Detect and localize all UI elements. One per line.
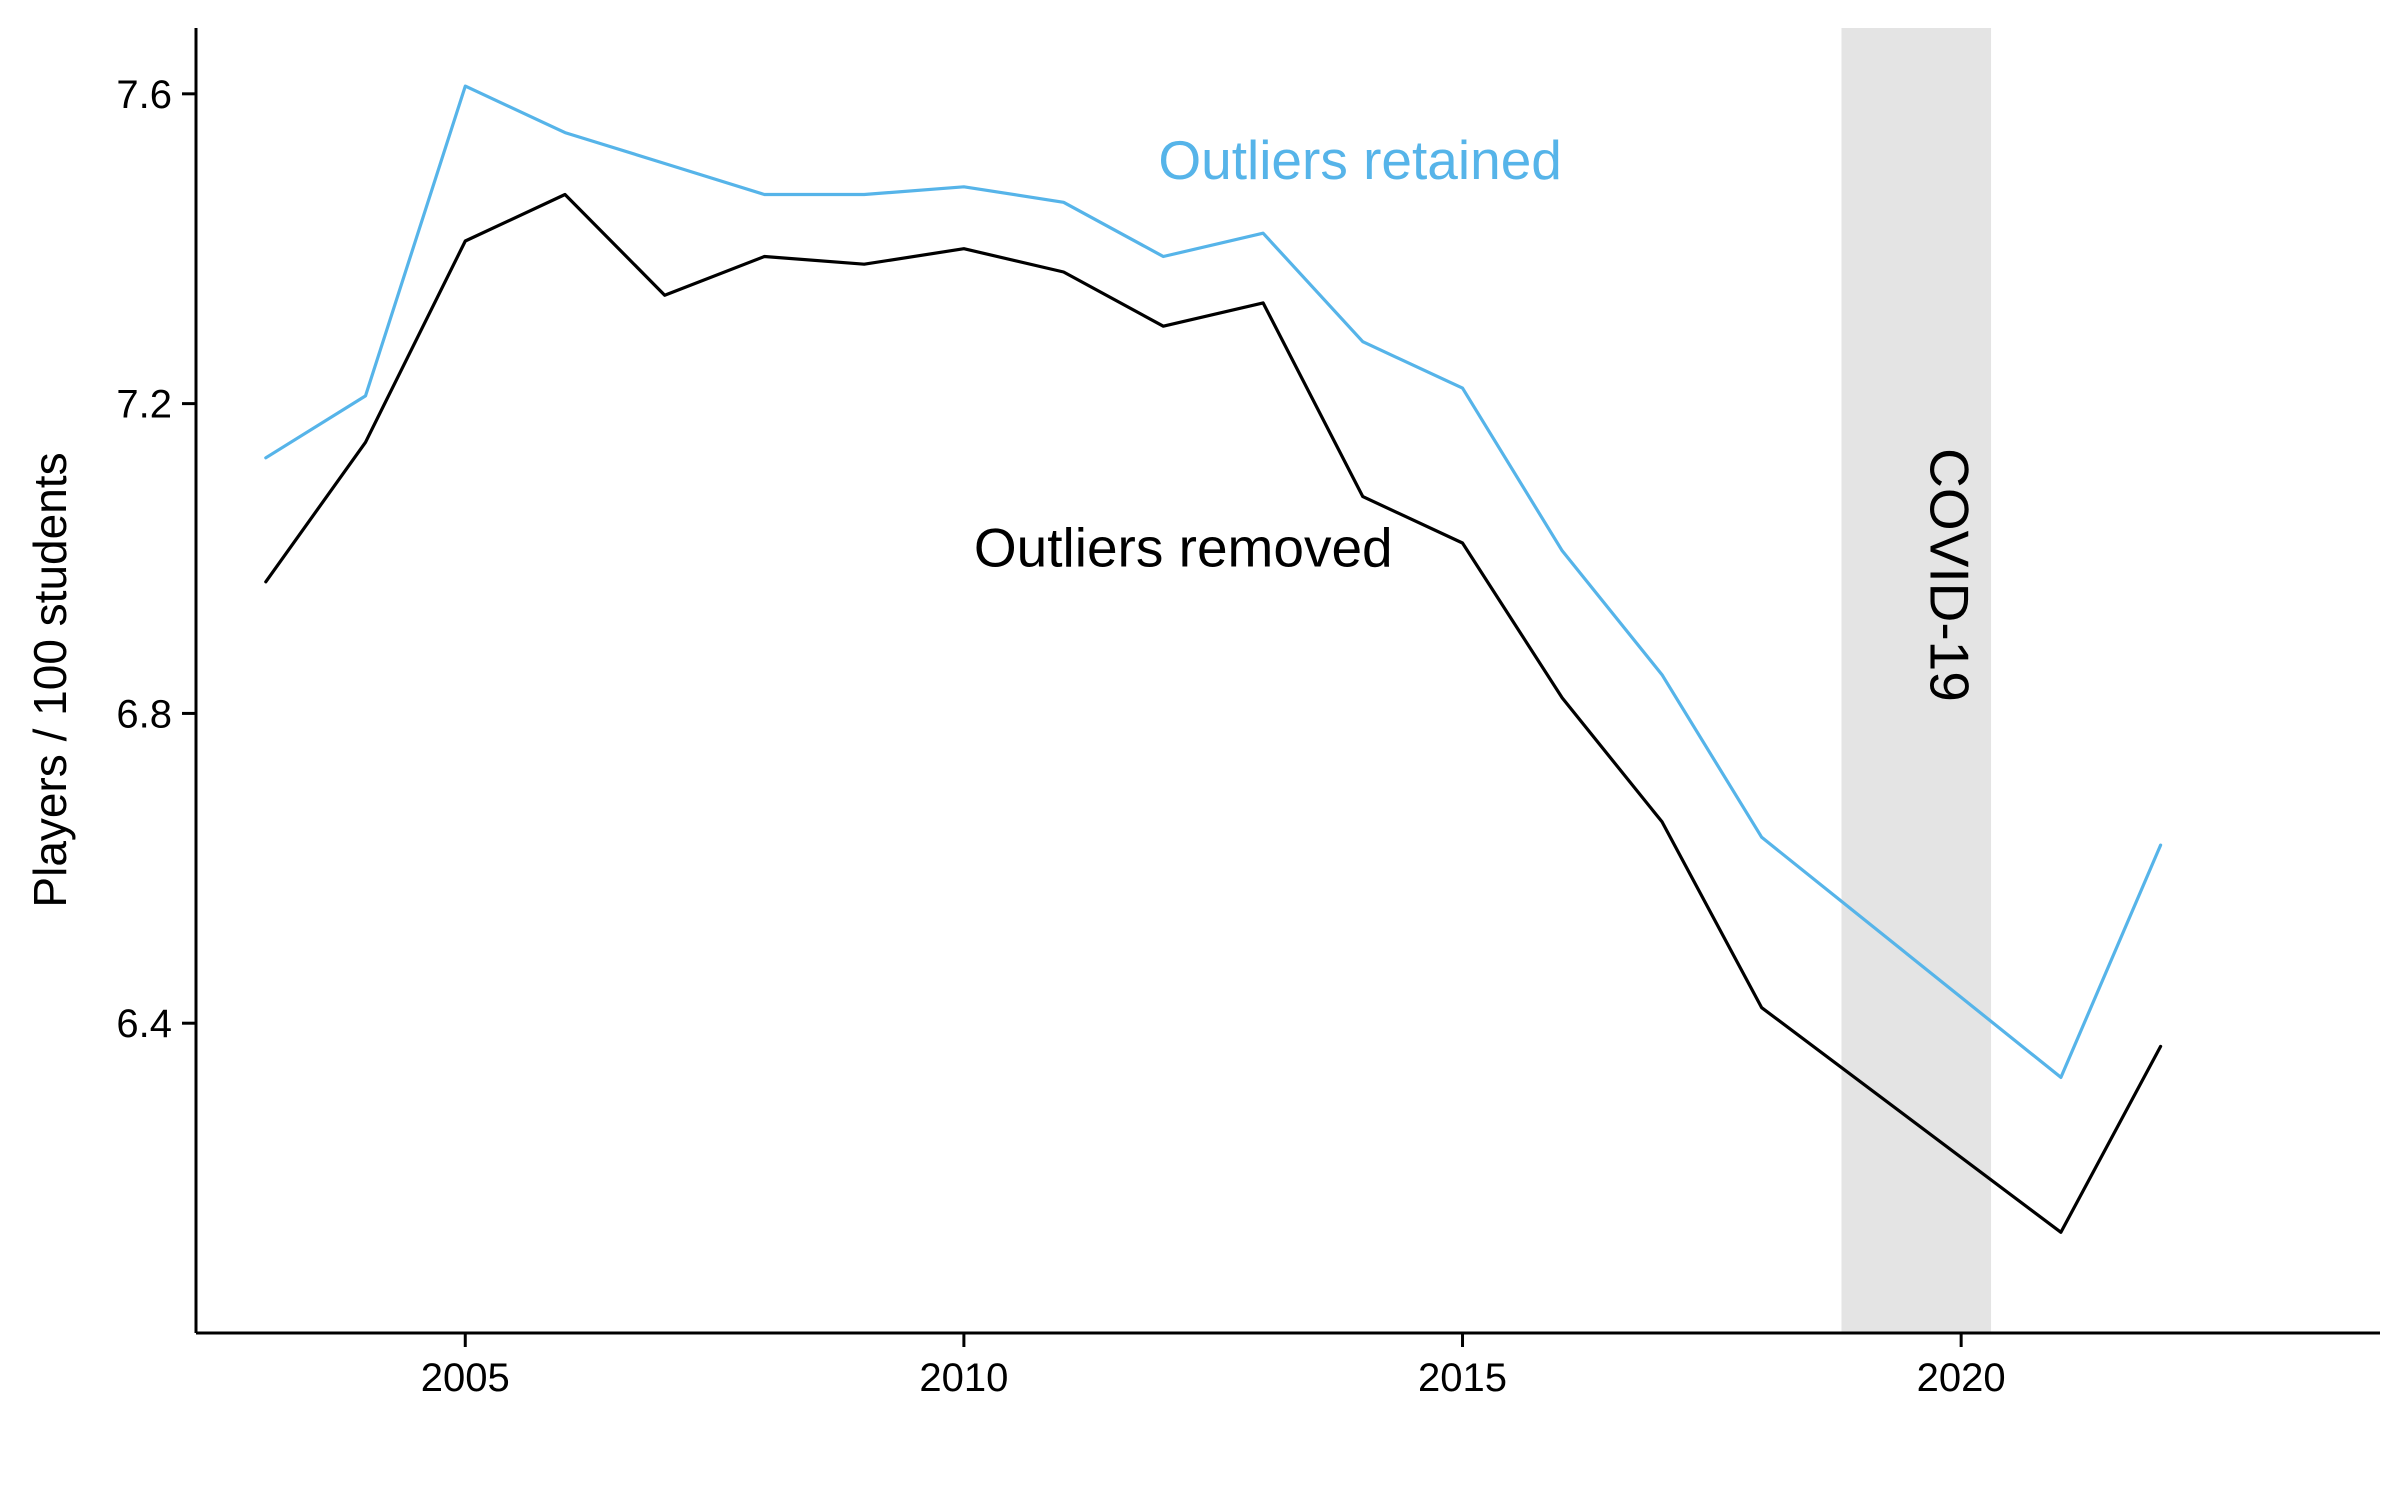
series-lines (264, 84, 2163, 1234)
series-label-outliers-retained: Outliers retained (1158, 129, 1562, 191)
y-tick-label: 6.8 (116, 692, 172, 736)
series-line-outliers-retained (264, 84, 2163, 1080)
x-tick-label: 2015 (1418, 1356, 1507, 1400)
series-annotations: Outliers retained Outliers removed (974, 129, 1562, 578)
series-label-outliers-removed: Outliers removed (974, 516, 1393, 578)
covid-shaded-region (1841, 28, 1992, 1333)
axes (194, 28, 2380, 1335)
ticks: 2005 2010 2015 2020 6.4 6.8 7.2 7.6 (116, 73, 2005, 1400)
series-line-outliers-removed (264, 192, 2163, 1234)
y-tick-label: 7.6 (116, 73, 172, 117)
covid-region-label: COVID-19 (1918, 448, 1980, 702)
x-tick-label: 2010 (919, 1356, 1008, 1400)
x-tick-label: 2020 (1917, 1356, 2006, 1400)
y-tick-label: 7.2 (116, 383, 172, 427)
y-tick-label: 6.4 (116, 1002, 172, 1046)
x-tick-label: 2005 (421, 1356, 510, 1400)
y-axis-title: Players / 100 students (24, 452, 76, 907)
shaded-regions: COVID-19 (1841, 28, 1992, 1333)
